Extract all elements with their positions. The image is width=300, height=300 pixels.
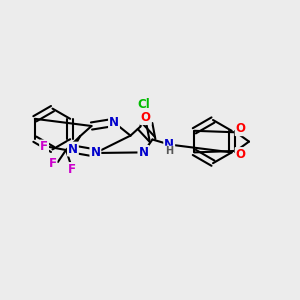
Text: O: O xyxy=(236,148,246,161)
Text: F: F xyxy=(68,163,75,176)
Text: O: O xyxy=(236,122,246,135)
Text: N: N xyxy=(68,142,78,156)
Text: N: N xyxy=(90,146,100,160)
Text: F: F xyxy=(49,157,56,170)
Text: N: N xyxy=(138,146,148,159)
Text: N: N xyxy=(164,138,174,151)
Text: N: N xyxy=(109,116,119,129)
Text: O: O xyxy=(141,111,151,124)
Text: F: F xyxy=(40,140,48,154)
Text: H: H xyxy=(165,146,173,156)
Text: Cl: Cl xyxy=(137,98,150,111)
